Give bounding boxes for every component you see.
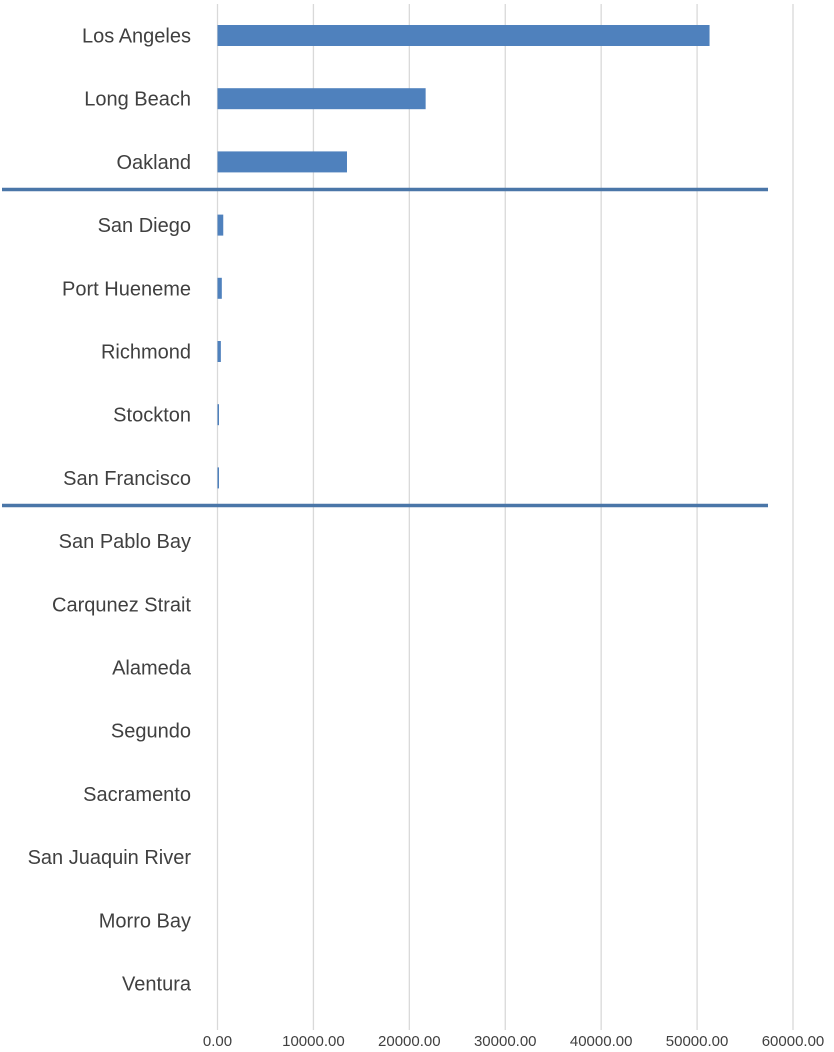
- category-label: Carqunez Strait: [52, 594, 191, 616]
- category-label: Sacramento: [83, 784, 191, 806]
- bar: [217, 341, 221, 362]
- category-label: Oakland: [117, 152, 192, 174]
- category-label: San Diego: [98, 215, 191, 237]
- category-label: Alameda: [112, 658, 192, 680]
- bar: [217, 277, 222, 299]
- bar: [217, 88, 426, 110]
- x-tick-label: 50000.00: [666, 1033, 729, 1050]
- bar: [217, 404, 219, 426]
- category-label: Ventura: [122, 974, 192, 996]
- category-label: Segundo: [111, 721, 191, 743]
- bar: [217, 151, 347, 173]
- category-label: Stockton: [113, 405, 191, 427]
- x-tick-label: 0.00: [203, 1033, 232, 1050]
- category-label: San Pablo Bay: [59, 531, 191, 553]
- category-label: San Juaquin River: [28, 847, 192, 869]
- bars: [217, 25, 710, 489]
- x-tick-label: 20000.00: [378, 1033, 441, 1050]
- x-axis-tick-labels: 0.00 10000.00 20000.00 30000.00 40000.00 5000…: [203, 1033, 824, 1050]
- category-label: Morro Bay: [99, 910, 191, 932]
- category-labels: Los Angeles Long Beach Oakland San Diego Por…: [28, 26, 192, 996]
- x-tick-label: 10000.00: [282, 1033, 345, 1050]
- category-label: Port Hueneme: [62, 278, 191, 300]
- category-label: Richmond: [101, 342, 191, 364]
- x-tick-label: 40000.00: [570, 1033, 633, 1050]
- category-label: San Francisco: [63, 468, 191, 490]
- x-tick-label: 30000.00: [474, 1033, 537, 1050]
- bar: [217, 25, 710, 46]
- gridlines: [216, 4, 794, 1030]
- x-tick-label: 60000.00: [762, 1033, 825, 1050]
- category-label: Los Angeles: [82, 26, 191, 48]
- bar: [217, 467, 219, 489]
- bar: [217, 214, 224, 236]
- separator-lines: [2, 187, 768, 508]
- category-label: Long Beach: [84, 89, 191, 111]
